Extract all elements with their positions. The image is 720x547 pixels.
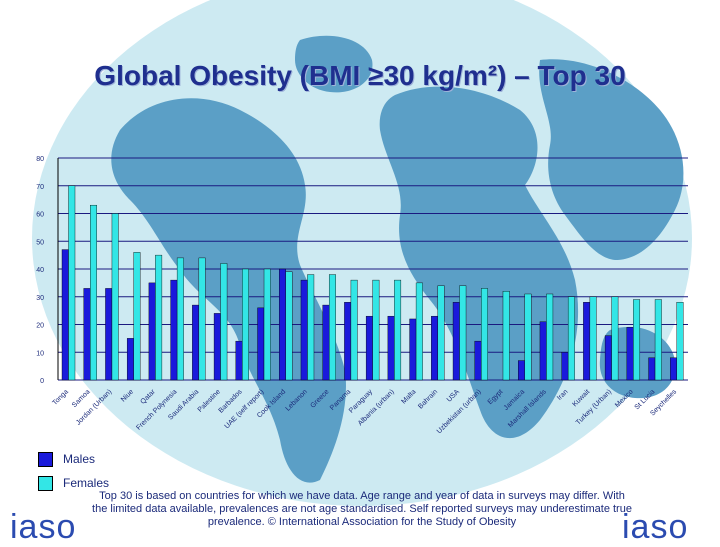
x-tick-label: Lebanon <box>285 388 309 412</box>
x-tick-label: Samoa <box>71 388 92 409</box>
bar-females <box>524 293 532 381</box>
bar-females <box>589 296 597 381</box>
bar-males <box>583 302 591 381</box>
bar-males <box>604 335 612 381</box>
x-tick-label: UAE (self report) <box>224 388 266 430</box>
y-tick-label: 50 <box>36 239 44 246</box>
bar-males <box>300 279 308 381</box>
iaso-logo-right: iaso <box>622 508 689 546</box>
x-tick-label: Uzbekistan (urban) <box>436 388 483 435</box>
y-tick-label: 60 <box>36 212 44 219</box>
x-tick-label: Malta <box>400 388 417 405</box>
bar-males <box>539 321 547 381</box>
bar-males <box>322 304 330 381</box>
bar-males <box>148 282 156 381</box>
bar-males <box>474 340 482 381</box>
iaso-logo-left: iaso <box>10 508 77 546</box>
legend-swatch-males <box>38 451 53 467</box>
x-tick-label: Bahrain <box>417 388 439 410</box>
bar-females <box>307 274 315 381</box>
bar-males <box>170 279 178 381</box>
x-tick-label: Greece <box>309 388 330 409</box>
y-tick-label: 10 <box>36 350 44 357</box>
bar-females <box>68 185 76 381</box>
y-tick-label: 70 <box>36 184 44 191</box>
bar-males <box>61 249 69 381</box>
bar-females <box>654 299 662 381</box>
y-tick-label: 30 <box>36 295 44 302</box>
chart-legend: Males Females <box>38 448 109 496</box>
continent-asia <box>539 59 684 261</box>
bar-females <box>328 274 336 381</box>
x-tick-label: Qatar <box>139 388 157 406</box>
footnote: Top 30 is based on countries for which w… <box>92 490 632 528</box>
y-tick-label: 40 <box>36 267 44 274</box>
bar-females <box>220 263 228 381</box>
bar-males <box>344 302 352 381</box>
y-tick-label: 0 <box>40 378 44 385</box>
bar-females <box>155 254 163 381</box>
bar-females <box>133 252 141 381</box>
x-tick-label: Iran <box>556 388 570 402</box>
y-tick-label: 80 <box>36 156 44 163</box>
legend-swatch-females <box>38 475 53 491</box>
bar-females <box>415 282 423 381</box>
bar-females <box>90 204 97 381</box>
bar-females <box>676 302 684 381</box>
bar-females <box>285 271 293 381</box>
bar-males <box>192 304 200 381</box>
bar-males <box>279 268 286 381</box>
bar-males <box>105 288 113 381</box>
y-tick-label: 20 <box>36 323 44 330</box>
bar-males <box>670 357 677 381</box>
x-tick-label: Niue <box>120 388 135 403</box>
bar-males <box>431 315 439 381</box>
bar-females <box>198 257 206 381</box>
bar-males <box>452 302 460 381</box>
bar-females <box>242 268 249 381</box>
x-tick-label: Egypt <box>487 388 505 406</box>
x-tick-label: USA <box>446 388 461 403</box>
bar-males <box>365 315 373 381</box>
x-tick-label: Marshall Islands <box>507 388 548 429</box>
x-tick-label: French Polynesia <box>135 388 178 431</box>
x-tick-label: Tonga <box>51 388 70 407</box>
x-tick-label: Mexico <box>614 388 635 409</box>
bar-females <box>481 288 488 381</box>
bar-females <box>111 213 119 381</box>
bar-males <box>235 340 243 381</box>
bar-males <box>83 288 91 381</box>
bar-females <box>567 296 575 381</box>
legend-item-males: Males <box>38 448 109 470</box>
bar-females <box>437 285 445 381</box>
legend-label-males: Males <box>63 452 96 466</box>
bar-females <box>633 299 641 381</box>
bar-males <box>126 338 134 381</box>
bar-females <box>611 296 619 381</box>
bar-females <box>394 279 402 381</box>
bar-females <box>502 291 510 381</box>
legend-label-females: Females <box>63 476 110 490</box>
bar-males <box>648 357 656 381</box>
chart-title: Global Obesity (BMI ≥30 kg/m²) – Top 30 <box>94 60 626 91</box>
x-tick-label: Kuwait <box>571 388 591 408</box>
bar-females <box>372 279 380 381</box>
bar-females <box>350 279 358 381</box>
bar-females <box>263 268 271 381</box>
bar-males <box>257 307 265 381</box>
bar-females <box>546 293 554 381</box>
bar-females <box>459 285 467 381</box>
bar-males <box>409 318 417 381</box>
bar-males <box>213 313 221 381</box>
bar-males <box>561 352 569 381</box>
continent-greenland <box>295 35 373 93</box>
legend-item-females: Females <box>38 472 109 494</box>
bar-males <box>518 360 525 381</box>
continent-americas <box>111 98 346 483</box>
bar-males <box>387 315 395 381</box>
bar-males <box>626 327 634 381</box>
bar-females <box>176 257 184 381</box>
